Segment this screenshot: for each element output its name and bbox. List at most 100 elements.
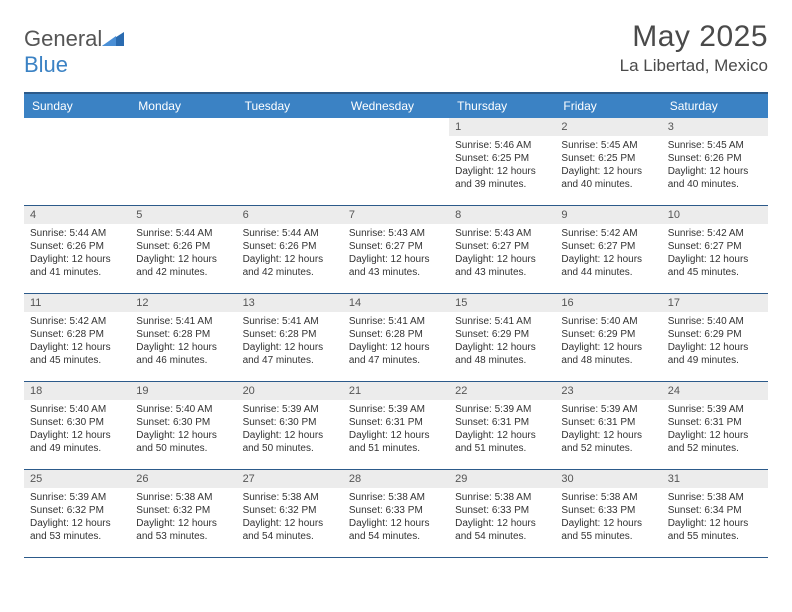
day-info: Sunrise: 5:39 AMSunset: 6:31 PMDaylight:… bbox=[555, 400, 661, 461]
sunrise-text: Sunrise: 5:43 AM bbox=[349, 227, 443, 240]
day-info: Sunrise: 5:45 AMSunset: 6:26 PMDaylight:… bbox=[662, 136, 768, 197]
day-info: Sunrise: 5:45 AMSunset: 6:25 PMDaylight:… bbox=[555, 136, 661, 197]
calendar-cell: 16Sunrise: 5:40 AMSunset: 6:29 PMDayligh… bbox=[555, 294, 661, 382]
day-info: Sunrise: 5:43 AMSunset: 6:27 PMDaylight:… bbox=[449, 224, 555, 285]
day-info: Sunrise: 5:39 AMSunset: 6:31 PMDaylight:… bbox=[662, 400, 768, 461]
sunrise-text: Sunrise: 5:45 AM bbox=[561, 139, 655, 152]
day-number: 11 bbox=[24, 294, 130, 312]
day-info: Sunrise: 5:40 AMSunset: 6:29 PMDaylight:… bbox=[662, 312, 768, 373]
calendar-cell: 5Sunrise: 5:44 AMSunset: 6:26 PMDaylight… bbox=[130, 206, 236, 294]
sunrise-text: Sunrise: 5:43 AM bbox=[455, 227, 549, 240]
day-number: 7 bbox=[343, 206, 449, 224]
sunrise-text: Sunrise: 5:41 AM bbox=[136, 315, 230, 328]
daylight-text: Daylight: 12 hours and 51 minutes. bbox=[349, 429, 443, 455]
daylight-text: Daylight: 12 hours and 55 minutes. bbox=[668, 517, 762, 543]
sunset-text: Sunset: 6:30 PM bbox=[243, 416, 337, 429]
sunrise-text: Sunrise: 5:40 AM bbox=[668, 315, 762, 328]
daylight-text: Daylight: 12 hours and 45 minutes. bbox=[30, 341, 124, 367]
sunset-text: Sunset: 6:29 PM bbox=[668, 328, 762, 341]
sunset-text: Sunset: 6:26 PM bbox=[136, 240, 230, 253]
sunrise-text: Sunrise: 5:38 AM bbox=[349, 491, 443, 504]
calendar-cell: 14Sunrise: 5:41 AMSunset: 6:28 PMDayligh… bbox=[343, 294, 449, 382]
weekday-header: Monday bbox=[130, 94, 236, 118]
sunrise-text: Sunrise: 5:40 AM bbox=[561, 315, 655, 328]
calendar-header-row: SundayMondayTuesdayWednesdayThursdayFrid… bbox=[24, 94, 768, 118]
daylight-text: Daylight: 12 hours and 48 minutes. bbox=[561, 341, 655, 367]
day-number: 15 bbox=[449, 294, 555, 312]
sunrise-text: Sunrise: 5:44 AM bbox=[243, 227, 337, 240]
day-info: Sunrise: 5:42 AMSunset: 6:28 PMDaylight:… bbox=[24, 312, 130, 373]
day-number: 9 bbox=[555, 206, 661, 224]
sunrise-text: Sunrise: 5:40 AM bbox=[136, 403, 230, 416]
daylight-text: Daylight: 12 hours and 45 minutes. bbox=[668, 253, 762, 279]
daylight-text: Daylight: 12 hours and 54 minutes. bbox=[243, 517, 337, 543]
sunset-text: Sunset: 6:27 PM bbox=[455, 240, 549, 253]
day-info: Sunrise: 5:38 AMSunset: 6:33 PMDaylight:… bbox=[555, 488, 661, 549]
sunrise-text: Sunrise: 5:38 AM bbox=[243, 491, 337, 504]
header: GeneralBlue May 2025 La Libertad, Mexico bbox=[24, 20, 768, 78]
calendar-cell: 30Sunrise: 5:38 AMSunset: 6:33 PMDayligh… bbox=[555, 470, 661, 558]
brand-logo: GeneralBlue bbox=[24, 26, 124, 78]
day-number: 19 bbox=[130, 382, 236, 400]
day-info: Sunrise: 5:40 AMSunset: 6:30 PMDaylight:… bbox=[130, 400, 236, 461]
day-info: Sunrise: 5:38 AMSunset: 6:33 PMDaylight:… bbox=[449, 488, 555, 549]
sunrise-text: Sunrise: 5:46 AM bbox=[455, 139, 549, 152]
calendar-cell: 17Sunrise: 5:40 AMSunset: 6:29 PMDayligh… bbox=[662, 294, 768, 382]
day-number: 26 bbox=[130, 470, 236, 488]
day-number: 28 bbox=[343, 470, 449, 488]
day-number: 22 bbox=[449, 382, 555, 400]
brand-part2: Blue bbox=[24, 52, 68, 77]
sunset-text: Sunset: 6:28 PM bbox=[30, 328, 124, 341]
day-number: 16 bbox=[555, 294, 661, 312]
sunset-text: Sunset: 6:31 PM bbox=[349, 416, 443, 429]
daylight-text: Daylight: 12 hours and 50 minutes. bbox=[136, 429, 230, 455]
calendar-cell: 9Sunrise: 5:42 AMSunset: 6:27 PMDaylight… bbox=[555, 206, 661, 294]
sunrise-text: Sunrise: 5:39 AM bbox=[30, 491, 124, 504]
sunrise-text: Sunrise: 5:39 AM bbox=[243, 403, 337, 416]
daylight-text: Daylight: 12 hours and 54 minutes. bbox=[455, 517, 549, 543]
calendar-cell: 8Sunrise: 5:43 AMSunset: 6:27 PMDaylight… bbox=[449, 206, 555, 294]
calendar-cell-empty bbox=[130, 118, 236, 206]
day-number: 3 bbox=[662, 118, 768, 136]
day-number: 4 bbox=[24, 206, 130, 224]
sunrise-text: Sunrise: 5:38 AM bbox=[455, 491, 549, 504]
weekday-header: Saturday bbox=[662, 94, 768, 118]
sunrise-text: Sunrise: 5:42 AM bbox=[668, 227, 762, 240]
daylight-text: Daylight: 12 hours and 39 minutes. bbox=[455, 165, 549, 191]
day-info: Sunrise: 5:39 AMSunset: 6:30 PMDaylight:… bbox=[237, 400, 343, 461]
day-info: Sunrise: 5:42 AMSunset: 6:27 PMDaylight:… bbox=[555, 224, 661, 285]
day-number: 13 bbox=[237, 294, 343, 312]
day-info: Sunrise: 5:41 AMSunset: 6:28 PMDaylight:… bbox=[343, 312, 449, 373]
calendar-cell: 20Sunrise: 5:39 AMSunset: 6:30 PMDayligh… bbox=[237, 382, 343, 470]
calendar-cell: 25Sunrise: 5:39 AMSunset: 6:32 PMDayligh… bbox=[24, 470, 130, 558]
sunset-text: Sunset: 6:27 PM bbox=[668, 240, 762, 253]
title-block: May 2025 La Libertad, Mexico bbox=[620, 20, 768, 76]
calendar-body: 1Sunrise: 5:46 AMSunset: 6:25 PMDaylight… bbox=[24, 118, 768, 558]
location-text: La Libertad, Mexico bbox=[620, 56, 768, 76]
calendar-cell: 3Sunrise: 5:45 AMSunset: 6:26 PMDaylight… bbox=[662, 118, 768, 206]
sunset-text: Sunset: 6:25 PM bbox=[455, 152, 549, 165]
day-info: Sunrise: 5:42 AMSunset: 6:27 PMDaylight:… bbox=[662, 224, 768, 285]
sunrise-text: Sunrise: 5:39 AM bbox=[561, 403, 655, 416]
day-number: 5 bbox=[130, 206, 236, 224]
day-info: Sunrise: 5:40 AMSunset: 6:29 PMDaylight:… bbox=[555, 312, 661, 373]
weekday-header: Thursday bbox=[449, 94, 555, 118]
sunrise-text: Sunrise: 5:44 AM bbox=[30, 227, 124, 240]
sunset-text: Sunset: 6:26 PM bbox=[668, 152, 762, 165]
brand-part1: General bbox=[24, 26, 102, 51]
day-info: Sunrise: 5:38 AMSunset: 6:32 PMDaylight:… bbox=[130, 488, 236, 549]
calendar: SundayMondayTuesdayWednesdayThursdayFrid… bbox=[24, 92, 768, 558]
sunset-text: Sunset: 6:31 PM bbox=[668, 416, 762, 429]
daylight-text: Daylight: 12 hours and 42 minutes. bbox=[136, 253, 230, 279]
calendar-cell-empty bbox=[24, 118, 130, 206]
daylight-text: Daylight: 12 hours and 46 minutes. bbox=[136, 341, 230, 367]
daylight-text: Daylight: 12 hours and 49 minutes. bbox=[30, 429, 124, 455]
daylight-text: Daylight: 12 hours and 43 minutes. bbox=[349, 253, 443, 279]
weekday-header: Wednesday bbox=[343, 94, 449, 118]
calendar-cell: 29Sunrise: 5:38 AMSunset: 6:33 PMDayligh… bbox=[449, 470, 555, 558]
weekday-header: Friday bbox=[555, 94, 661, 118]
calendar-cell: 31Sunrise: 5:38 AMSunset: 6:34 PMDayligh… bbox=[662, 470, 768, 558]
sunset-text: Sunset: 6:30 PM bbox=[136, 416, 230, 429]
calendar-cell: 2Sunrise: 5:45 AMSunset: 6:25 PMDaylight… bbox=[555, 118, 661, 206]
calendar-cell: 27Sunrise: 5:38 AMSunset: 6:32 PMDayligh… bbox=[237, 470, 343, 558]
